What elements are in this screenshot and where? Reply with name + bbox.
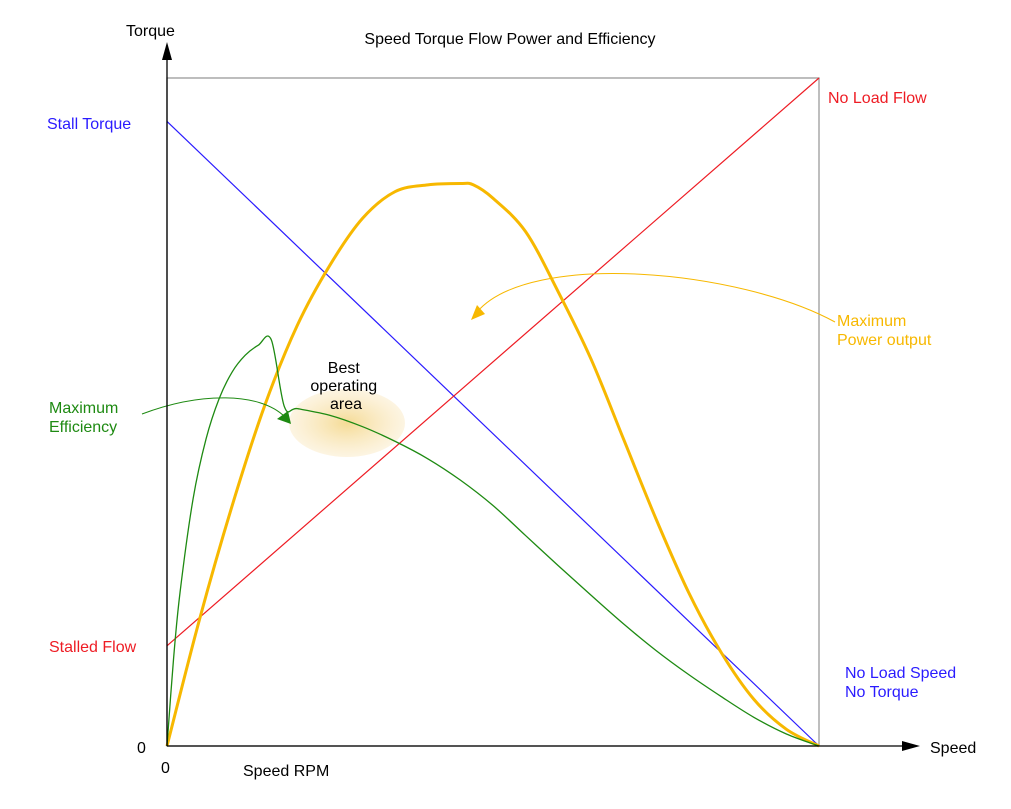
best-area-line-3: area [330, 396, 362, 413]
efficiency-series [166, 335, 820, 747]
no-load-speed-label: No Load Speed No Torque [845, 665, 961, 701]
x-axis-arrowhead [902, 741, 920, 751]
stall-torque-label: Stall Torque [47, 116, 131, 133]
flow-line [166, 77, 820, 647]
y-axis-label: Torque [126, 23, 175, 40]
max-efficiency-label: Maximum Efficiency [49, 400, 123, 436]
y-axis-arrowhead [162, 42, 172, 60]
max-power-label: Maximum Power output [837, 313, 932, 349]
x-origin-label: 0 [161, 760, 170, 777]
max-power-label-line-1: Maximum [837, 313, 906, 330]
best-operating-area-label: Best operating area [310, 360, 381, 413]
efficiency-line [166, 335, 820, 747]
max-efficiency-arrowhead [277, 411, 291, 424]
torque-series [166, 120, 820, 747]
power-line [165, 181, 820, 748]
max-power-arrow [476, 273, 836, 323]
power-series [165, 181, 820, 748]
x-axis-label: Speed [930, 740, 976, 757]
max-power-arrowhead [471, 305, 485, 320]
flow-series [166, 77, 820, 647]
plot-frame [166, 77, 820, 747]
best-area-line-2: operating [310, 378, 377, 395]
max-efficiency-label-line-1: Maximum [49, 400, 118, 417]
chart-title: Speed Torque Flow Power and Efficiency [364, 31, 655, 48]
y-origin-label: 0 [137, 740, 146, 757]
series-layer [165, 77, 820, 748]
stalled-flow-label: Stalled Flow [49, 639, 137, 656]
best-operating-area-highlight [289, 389, 405, 457]
no-load-speed-line-1: No Load Speed [845, 665, 956, 682]
torque-line [166, 120, 820, 747]
max-efficiency-label-line-2: Efficiency [49, 419, 117, 436]
max-efficiency-arrow [141, 397, 286, 418]
no-load-speed-line-2: No Torque [845, 684, 919, 701]
max-power-label-line-2: Power output [837, 332, 932, 349]
x-axis-sublabel: Speed RPM [243, 763, 329, 780]
no-load-flow-label: No Load Flow [828, 90, 927, 107]
best-area-line-1: Best [328, 360, 361, 377]
